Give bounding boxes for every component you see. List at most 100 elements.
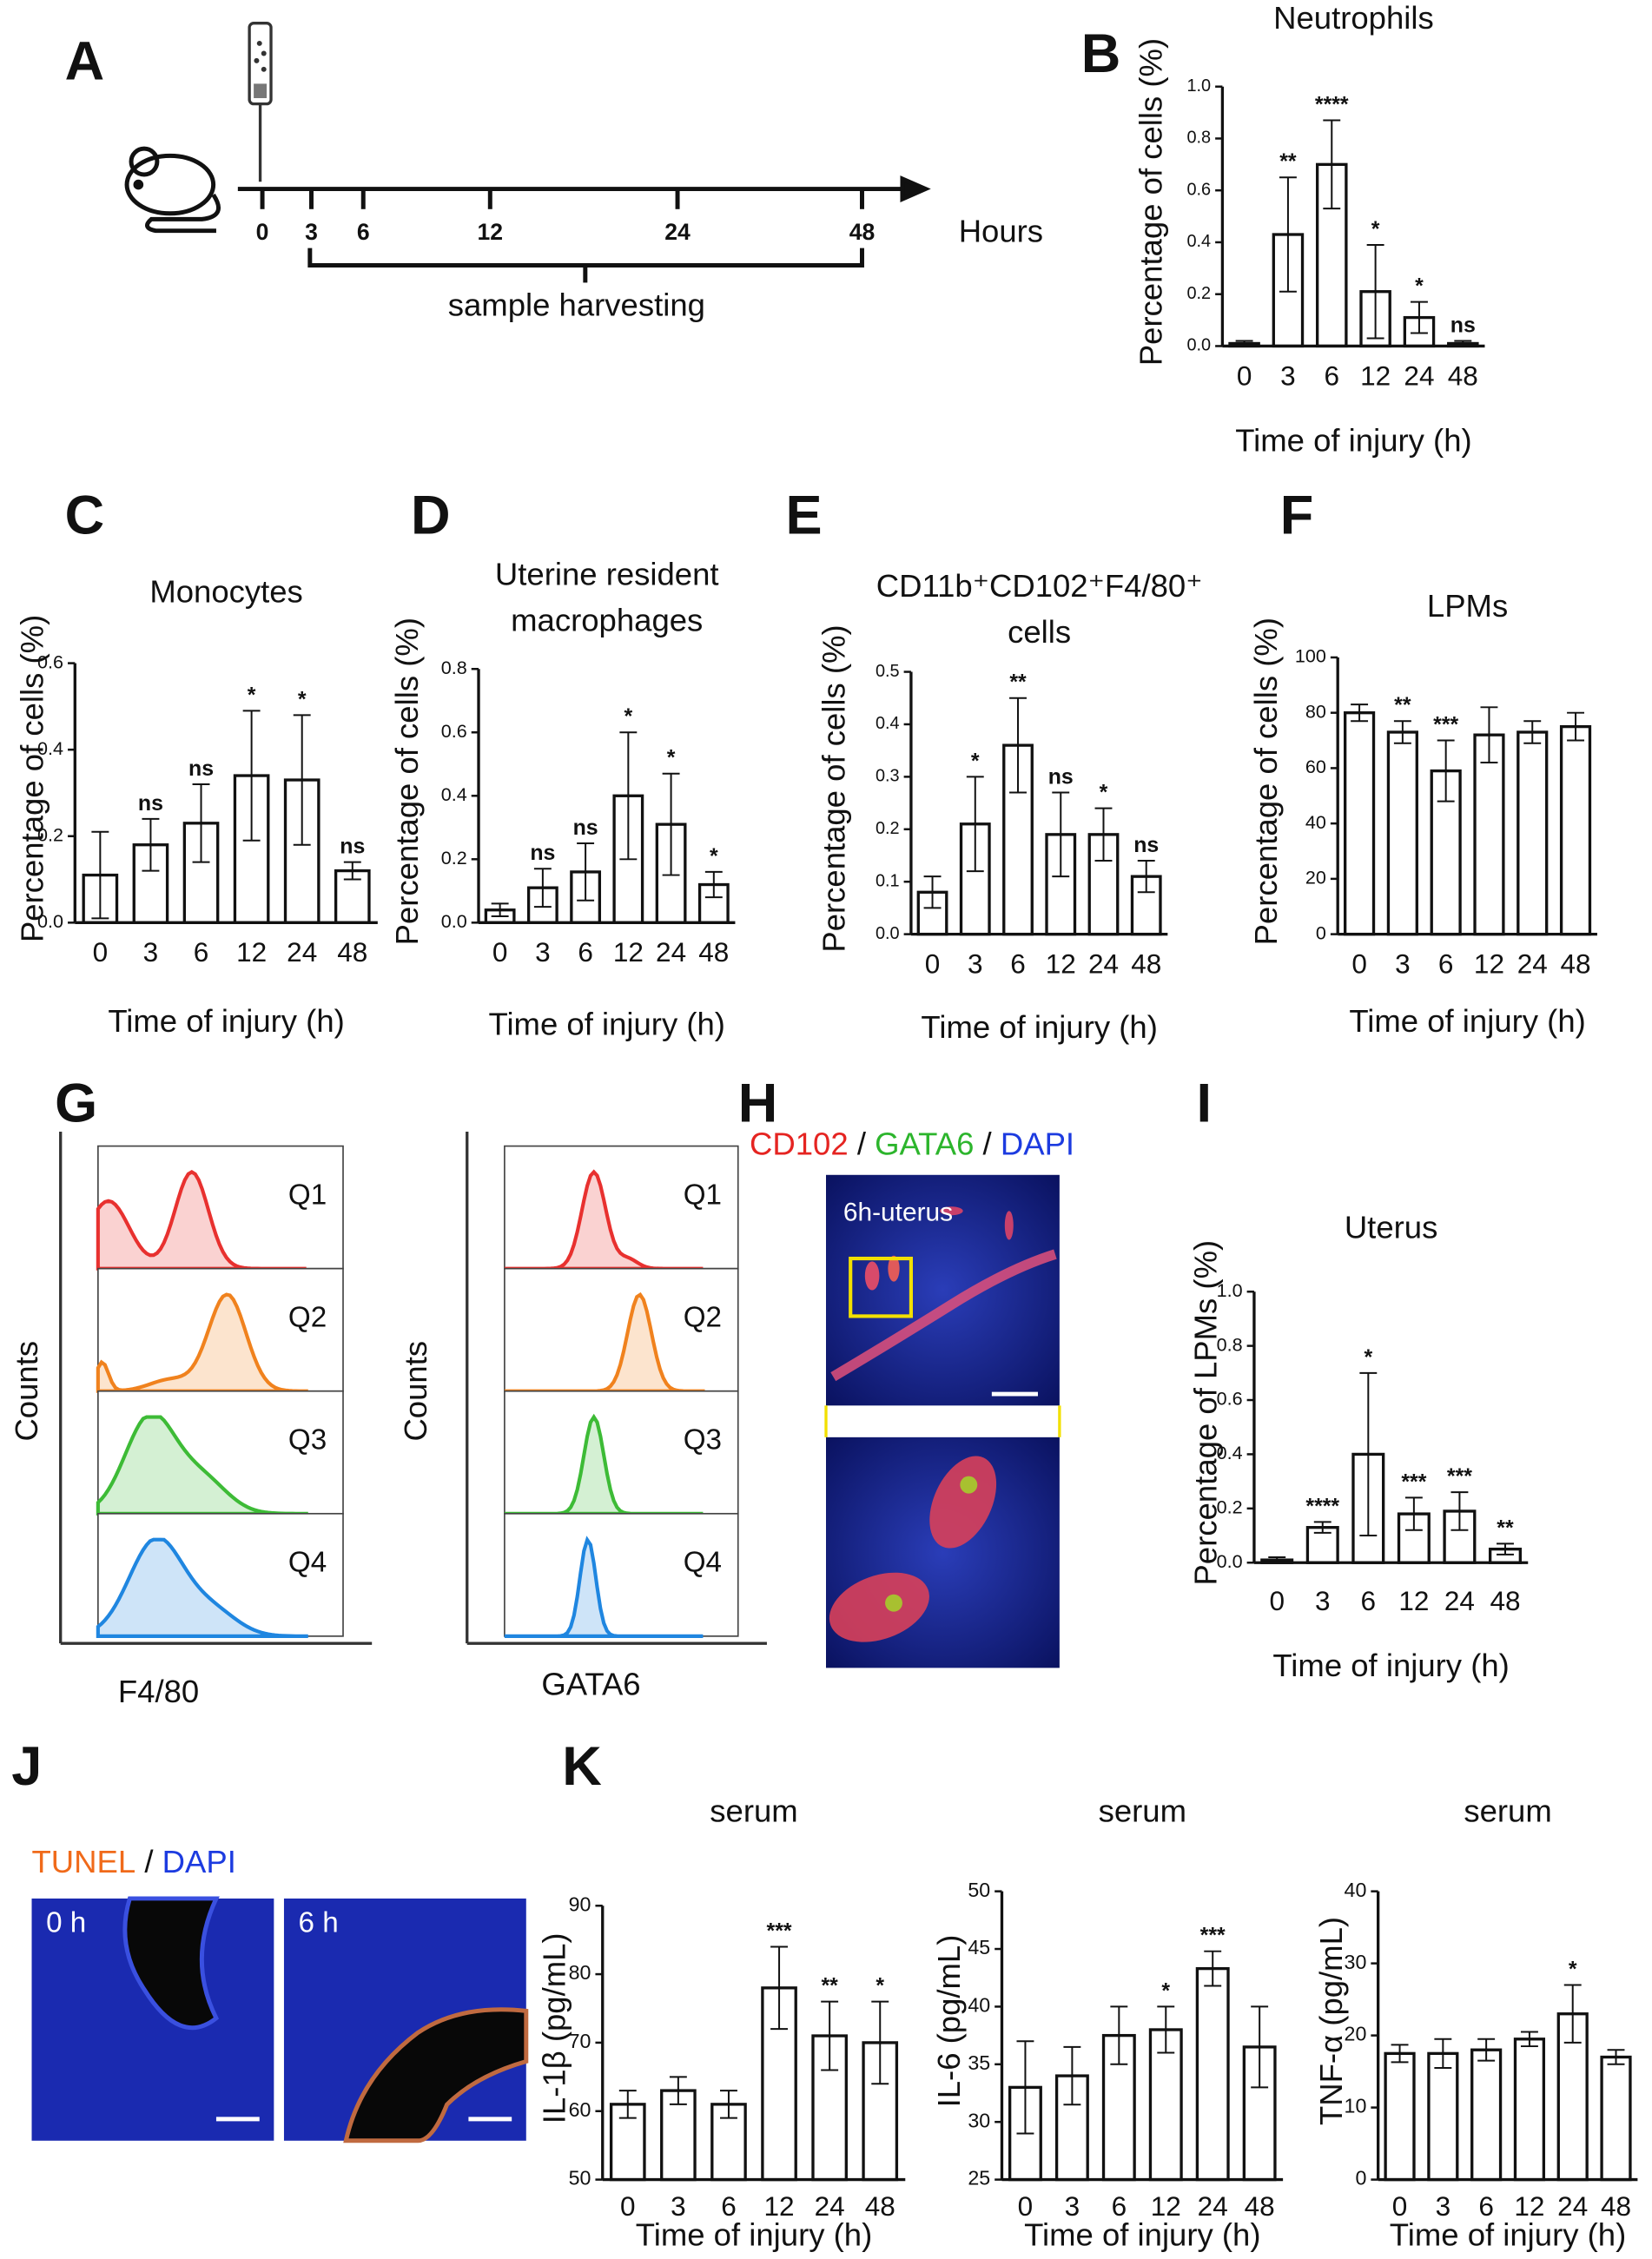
chart-title: CD11b⁺CD102⁺F4/80⁺ bbox=[876, 568, 1203, 604]
stain: DAPI bbox=[162, 1844, 236, 1879]
significance-label: * bbox=[876, 1974, 884, 1998]
y-tick-label: 0.0 bbox=[441, 910, 467, 932]
x-tick-label: 24 bbox=[1557, 2190, 1588, 2222]
significance-label: *** bbox=[767, 1919, 792, 1944]
error-bar bbox=[821, 2000, 839, 2071]
error-bar bbox=[1157, 2005, 1175, 2054]
significance-label: * bbox=[1415, 274, 1424, 299]
x-tick-label: 48 bbox=[337, 936, 367, 968]
chart-title: Uterus bbox=[1345, 1209, 1438, 1245]
gate-label: Q3 bbox=[288, 1424, 327, 1456]
significance-label: ns bbox=[1133, 833, 1159, 857]
error-bar bbox=[343, 861, 361, 881]
panel-letter: J bbox=[11, 1736, 42, 1797]
y-tick-label: 40 bbox=[968, 1994, 990, 2017]
significance-label: *** bbox=[1401, 1470, 1426, 1494]
panel-letter: I bbox=[1197, 1073, 1213, 1133]
chart-title: Neutrophils bbox=[1273, 0, 1434, 36]
x-tick-label: 0 bbox=[1269, 1585, 1285, 1616]
chart-title: LPMs bbox=[1427, 588, 1508, 624]
panel-letter: B bbox=[1081, 23, 1121, 84]
significance-label: * bbox=[298, 687, 307, 711]
chart-title: macrophages bbox=[511, 603, 703, 638]
error-bar bbox=[1437, 739, 1455, 803]
gate-label: Q3 bbox=[684, 1424, 722, 1456]
bar bbox=[1384, 2051, 1416, 2182]
error-bar bbox=[1434, 2038, 1452, 2069]
error-bar bbox=[1323, 119, 1341, 210]
error-bar bbox=[1523, 720, 1542, 744]
error-bar bbox=[1279, 176, 1297, 293]
error-bar bbox=[770, 1945, 789, 2031]
x-tick-label: 6 bbox=[578, 936, 593, 968]
y-tick-label: 0.0 bbox=[876, 924, 900, 943]
x-tick-label: 24 bbox=[815, 2190, 845, 2222]
x-tick-label: 6 bbox=[1361, 1585, 1377, 1616]
gate-label: Q2 bbox=[684, 1302, 722, 1334]
y-tick-label: 0.6 bbox=[1217, 1388, 1243, 1410]
x-tick-label: 12 bbox=[1046, 948, 1076, 979]
bar bbox=[1470, 2048, 1503, 2182]
y-axis-label: Counts bbox=[9, 1341, 44, 1442]
x-tick-label: 48 bbox=[1245, 2190, 1275, 2222]
error-bar bbox=[1411, 301, 1428, 334]
panel-letter: A bbox=[65, 30, 105, 91]
y-tick-label: 35 bbox=[968, 2051, 990, 2074]
x-tick-label: 12 bbox=[1151, 2190, 1181, 2222]
panel-letter: H bbox=[738, 1073, 778, 1133]
significance-label: ns bbox=[138, 791, 163, 816]
y-tick-label: 30 bbox=[968, 2109, 990, 2131]
separator: / bbox=[857, 1126, 867, 1161]
histogram-frame bbox=[97, 1267, 344, 1392]
y-axis-label: Counts bbox=[398, 1341, 433, 1442]
x-axis-label: F4/80 bbox=[118, 1674, 199, 1709]
significance-label: *** bbox=[1200, 1924, 1226, 1948]
histogram-frame bbox=[504, 1512, 739, 1637]
x-tick-label: 3 bbox=[535, 936, 551, 968]
error-bar bbox=[491, 902, 509, 918]
micrograph bbox=[31, 1896, 529, 2143]
image-caption: 6h-uterus bbox=[843, 1198, 953, 1226]
stain-legend: TUNEL / DAPI bbox=[32, 1844, 236, 1879]
histogram bbox=[504, 1536, 704, 1638]
x-tick-label: 12 bbox=[236, 936, 267, 968]
x-tick-label: 48 bbox=[1448, 360, 1478, 391]
y-tick-label: 0.2 bbox=[37, 823, 63, 845]
x-tick-label: 48 bbox=[1490, 1585, 1520, 1616]
error-bar bbox=[966, 776, 984, 873]
y-tick-label: 40 bbox=[1345, 1879, 1367, 1901]
x-tick-label: 12 bbox=[1474, 948, 1504, 979]
x-tick-label: 24 bbox=[1517, 948, 1548, 979]
histogram bbox=[96, 1292, 308, 1393]
x-tick-label: 24 bbox=[1404, 360, 1434, 391]
x-tick-label: 0 bbox=[925, 948, 941, 979]
error-bar bbox=[1052, 791, 1070, 878]
error-bar bbox=[242, 710, 261, 842]
panel-letter: E bbox=[786, 485, 823, 545]
x-tick-label: 6 bbox=[1010, 948, 1026, 979]
y-tick-label: 0.8 bbox=[1186, 129, 1211, 148]
x-tick-label: 24 bbox=[656, 936, 686, 968]
y-tick-label: 25 bbox=[968, 2167, 990, 2190]
error-bar bbox=[1137, 860, 1155, 894]
significance-label: ns bbox=[573, 816, 598, 840]
stain: TUNEL bbox=[32, 1844, 136, 1879]
x-tick-label: 12 bbox=[613, 936, 644, 968]
significance-label: * bbox=[1569, 1958, 1577, 1982]
x-tick-label: 6 bbox=[721, 2190, 737, 2222]
y-tick-label: 0.6 bbox=[1186, 180, 1211, 199]
x-tick-label: 0 bbox=[492, 936, 508, 968]
error-bar bbox=[1251, 2005, 1269, 2089]
y-tick-label: 0.2 bbox=[1186, 284, 1211, 303]
timeline-axis bbox=[237, 175, 931, 283]
micrograph bbox=[824, 1174, 1061, 1668]
error-bar bbox=[293, 714, 311, 846]
x-tick-label: 6 bbox=[1112, 2190, 1127, 2222]
bar bbox=[1473, 733, 1505, 936]
x-tick-label: 12 bbox=[764, 2190, 795, 2222]
y-tick-label: 10 bbox=[1345, 2095, 1367, 2117]
y-tick-label: 0.6 bbox=[37, 651, 63, 672]
timeline-label: 0 bbox=[256, 219, 269, 245]
y-tick-label: 60 bbox=[569, 2098, 591, 2121]
y-axis-label: IL-6 (pg/mL) bbox=[931, 1935, 967, 2108]
